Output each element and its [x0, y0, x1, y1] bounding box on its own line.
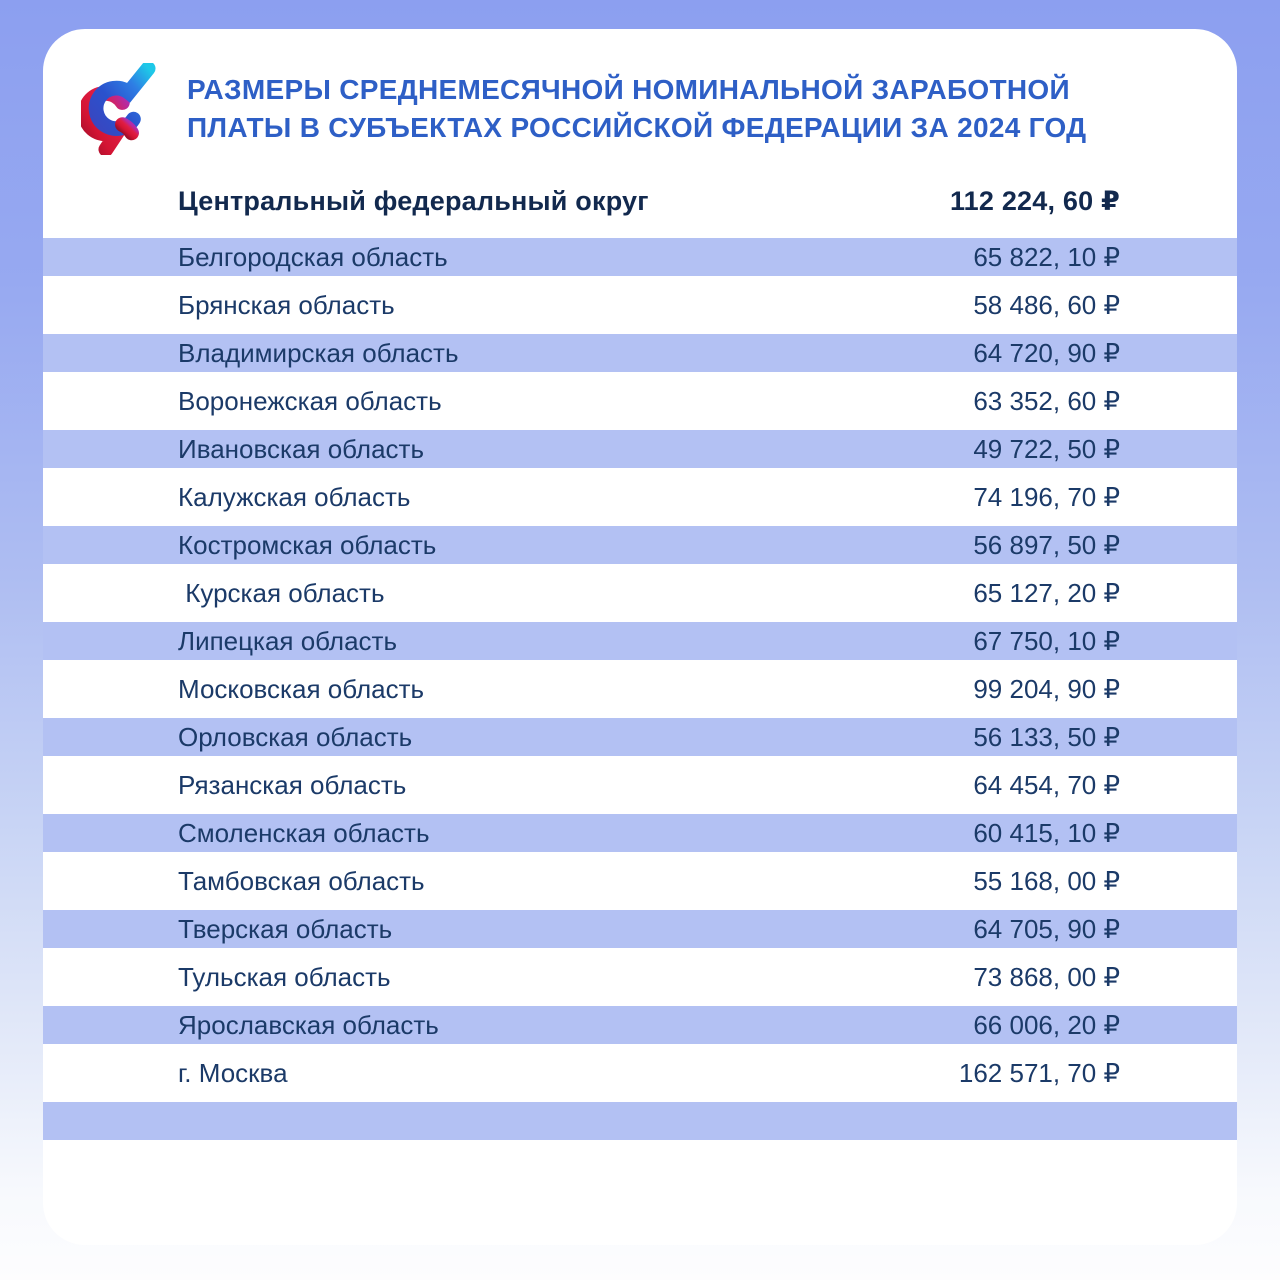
- region-value: 65 127, 20 ₽: [973, 577, 1120, 608]
- region-value: 67 750, 10 ₽: [973, 625, 1120, 656]
- region-name: Липецкая область: [178, 625, 397, 656]
- region-value: 73 868, 00 ₽: [973, 961, 1120, 992]
- region-name: Рязанская область: [178, 769, 407, 800]
- region-name: г. Москва: [178, 1057, 288, 1088]
- table-row: Воронежская область 63 352, 60 ₽: [43, 377, 1237, 425]
- table-row: Костромская область 56 897, 50 ₽: [43, 521, 1237, 569]
- region-value: 162 571, 70 ₽: [958, 1057, 1120, 1088]
- region-name: Ивановская область: [178, 433, 424, 464]
- region-value: 60 415, 10 ₽: [973, 817, 1120, 848]
- infographic-card: РАЗМЕРЫ СРЕДНЕМЕСЯЧНОЙ НОМИНАЛЬНОЙ ЗАРАБ…: [43, 29, 1237, 1245]
- region-name: Калужская область: [178, 481, 411, 512]
- region-value: 64 720, 90 ₽: [973, 337, 1120, 368]
- table-row: Курская область 65 127, 20 ₽: [43, 569, 1237, 617]
- region-name: Московская область: [178, 673, 425, 704]
- region-value: 64 454, 70 ₽: [973, 769, 1120, 800]
- region-value: 56 897, 50 ₽: [973, 529, 1120, 560]
- region-name: Владимирская область: [178, 337, 459, 368]
- region-value: 58 486, 60 ₽: [973, 289, 1120, 320]
- table-row: Ярославская область 66 006, 20 ₽: [43, 1001, 1237, 1049]
- table-row: Московская область 99 204, 90 ₽: [43, 665, 1237, 713]
- table-row: Белгородская область 65 822, 10 ₽: [43, 233, 1237, 281]
- card-header: РАЗМЕРЫ СРЕДНЕМЕСЯЧНОЙ НОМИНАЛЬНОЙ ЗАРАБ…: [43, 29, 1237, 155]
- region-name: Тульская область: [178, 961, 391, 992]
- region-name: Костромская область: [178, 529, 437, 560]
- table-row: Рязанская область 64 454, 70 ₽: [43, 761, 1237, 809]
- table-rows: Белгородская область 65 822, 10 ₽ Брянск…: [43, 233, 1237, 1145]
- federal-district-label: Центральный федеральный округ: [178, 185, 649, 216]
- table-row: Тамбовская область 55 168, 00 ₽: [43, 857, 1237, 905]
- sfr-logo-icon: [81, 63, 156, 155]
- table-row: Брянская область 58 486, 60 ₽: [43, 281, 1237, 329]
- table-row: г. Москва 162 571, 70 ₽: [43, 1049, 1237, 1097]
- region-name: Орловская область: [178, 721, 413, 752]
- region-value: 66 006, 20 ₽: [973, 1009, 1120, 1040]
- region-name: Тверская область: [178, 913, 393, 944]
- region-name: Воронежская область: [178, 385, 442, 416]
- table-row: Орловская область 56 133, 50 ₽: [43, 713, 1237, 761]
- region-value: 55 168, 00 ₽: [973, 865, 1120, 896]
- page-title: РАЗМЕРЫ СРЕДНЕМЕСЯЧНОЙ НОМИНАЛЬНОЙ ЗАРАБ…: [187, 71, 1086, 147]
- region-name: Смоленская область: [178, 817, 430, 848]
- federal-district-value: 112 224, 60 ₽: [949, 185, 1120, 216]
- region-name: Брянская область: [178, 289, 395, 320]
- region-name: Ярославская область: [178, 1009, 439, 1040]
- table-row: Ивановская область 49 722, 50 ₽: [43, 425, 1237, 473]
- region-name: Белгородская область: [178, 241, 448, 272]
- table-row: Владимирская область 64 720, 90 ₽: [43, 329, 1237, 377]
- region-name: Тамбовская область: [178, 865, 425, 896]
- table-header-row: Центральный федеральный округ 112 224, 6…: [43, 177, 1237, 225]
- table-row: [43, 1097, 1237, 1145]
- region-value: 63 352, 60 ₽: [973, 385, 1120, 416]
- table-row: Липецкая область 67 750, 10 ₽: [43, 617, 1237, 665]
- page-title-line-1: РАЗМЕРЫ СРЕДНЕМЕСЯЧНОЙ НОМИНАЛЬНОЙ ЗАРАБ…: [187, 74, 1070, 105]
- table-row: Смоленская область 60 415, 10 ₽: [43, 809, 1237, 857]
- region-value: 65 822, 10 ₽: [973, 241, 1120, 272]
- table-row: Тверская область 64 705, 90 ₽: [43, 905, 1237, 953]
- region-value: 74 196, 70 ₽: [973, 481, 1120, 512]
- page-title-line-2: ПЛАТЫ В СУБЪЕКТАХ РОССИЙСКОЙ ФЕДЕРАЦИИ З…: [187, 112, 1087, 143]
- table-row: Тульская область 73 868, 00 ₽: [43, 953, 1237, 1001]
- table-row: Калужская область 74 196, 70 ₽: [43, 473, 1237, 521]
- region-value: 64 705, 90 ₽: [973, 913, 1120, 944]
- region-value: 99 204, 90 ₽: [973, 673, 1120, 704]
- region-name: Курская область: [178, 577, 385, 608]
- region-value: 56 133, 50 ₽: [973, 721, 1120, 752]
- region-value: 49 722, 50 ₽: [973, 433, 1120, 464]
